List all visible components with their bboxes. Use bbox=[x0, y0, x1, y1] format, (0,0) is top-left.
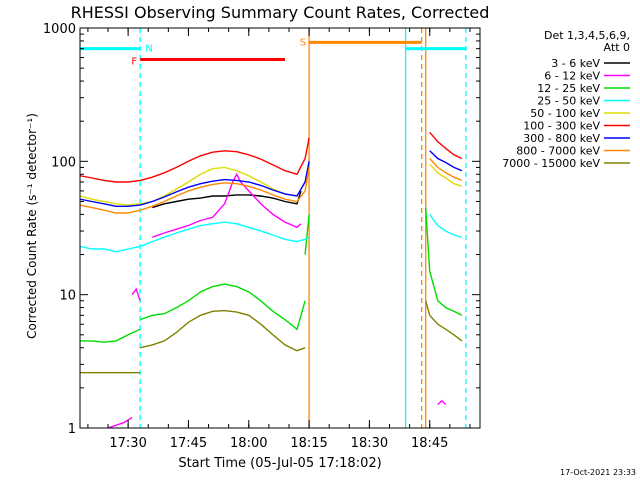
series-4-segment-1 bbox=[429, 163, 463, 187]
plot-frame bbox=[79, 27, 481, 429]
series-8-segment-1 bbox=[140, 309, 306, 352]
series-6-segment-1 bbox=[429, 150, 463, 172]
series-3-segment-0 bbox=[80, 221, 310, 253]
plot-layer: NF S bbox=[80, 28, 467, 428]
legend-label-4: 50 - 100 keV bbox=[530, 107, 600, 120]
axis-layer: 17:30 17:45 18:00 18:15 18:30 18:45 1 10 100 1000 bbox=[43, 22, 481, 451]
legend-label-1: 6 - 12 keV bbox=[544, 70, 600, 83]
series-8-segment-2 bbox=[425, 300, 463, 342]
x-axis-label: Start Time (05-Jul-05 17:18:02) bbox=[178, 456, 381, 471]
y-tick-label-0: 1 bbox=[68, 422, 76, 437]
legend-label-6: 300 - 800 keV bbox=[523, 132, 600, 145]
series-2-segment-2 bbox=[304, 214, 310, 255]
legend-header-line-2: Att 0 bbox=[604, 41, 630, 54]
x-tick-label-5: 18:45 bbox=[411, 436, 448, 451]
legend-label-0: 3 - 6 keV bbox=[551, 57, 600, 70]
y-axis-label: Corrected Count Rate (s⁻¹ detector⁻¹) bbox=[25, 113, 39, 339]
y-tick-label-3: 1000 bbox=[43, 22, 76, 37]
legend-header-line-1: Det 1,3,4,5,6,9, bbox=[544, 29, 630, 42]
series-1-segment-0 bbox=[107, 416, 133, 428]
marker-label-2: F bbox=[131, 57, 137, 68]
legend-label-7: 800 - 7000 keV bbox=[516, 145, 600, 158]
series-7-segment-1 bbox=[429, 158, 463, 182]
marker-label-3: S bbox=[300, 37, 306, 48]
series-5-segment-0 bbox=[80, 137, 310, 183]
series-0-segment-0 bbox=[152, 190, 302, 209]
series-1-segment-3 bbox=[437, 399, 447, 406]
series-2-segment-0 bbox=[80, 328, 141, 343]
plot-area bbox=[80, 28, 467, 428]
chart-title: RHESSI Observing Summary Count Rates, Co… bbox=[71, 3, 490, 22]
y-tick-label-2: 100 bbox=[51, 155, 76, 170]
legend-label-2: 12 - 25 keV bbox=[537, 82, 600, 95]
series-6-segment-0 bbox=[80, 161, 310, 208]
marker-label-0: N bbox=[145, 44, 152, 55]
x-tick-label-0: 17:30 bbox=[109, 436, 146, 451]
footer-timestamp: 17-Oct-2021 23:33 bbox=[560, 468, 636, 477]
series-1-segment-1 bbox=[131, 287, 141, 302]
x-tick-label-3: 18:15 bbox=[290, 436, 327, 451]
y-tick-label-1: 10 bbox=[59, 289, 76, 304]
series-2-segment-1 bbox=[139, 283, 306, 331]
x-tick-label-1: 17:45 bbox=[170, 436, 207, 451]
series-2-segment-3 bbox=[425, 207, 463, 316]
series-3-segment-1 bbox=[429, 213, 463, 238]
legend-label-3: 25 - 50 keV bbox=[537, 95, 600, 108]
series-5-segment-1 bbox=[429, 131, 463, 160]
series-7-segment-0 bbox=[80, 167, 310, 214]
legend-label-8: 7000 - 15000 keV bbox=[502, 157, 600, 170]
series-1-segment-2 bbox=[152, 172, 302, 238]
legend-label-5: 100 - 300 keV bbox=[523, 120, 600, 133]
x-tick-label-2: 18:00 bbox=[230, 436, 267, 451]
x-tick-label-4: 18:30 bbox=[351, 436, 388, 451]
